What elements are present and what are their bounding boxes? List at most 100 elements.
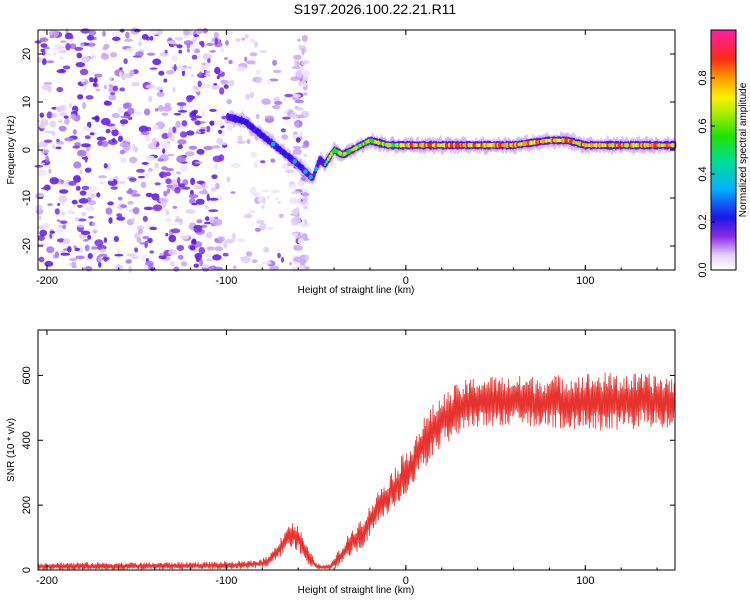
ridge-peak (595, 142, 598, 148)
noise-blob (91, 246, 98, 250)
noise-blob (159, 253, 164, 256)
noise-blob (81, 143, 91, 148)
noise-blob (79, 169, 83, 174)
noise-blob (294, 99, 305, 104)
noise-blob (270, 158, 276, 163)
noise-blob (159, 52, 170, 57)
noise-blob (65, 43, 71, 51)
noise-blob (187, 65, 192, 70)
noise-blob (199, 258, 204, 267)
noise-blob (129, 69, 135, 77)
noise-blob (302, 196, 309, 202)
noise-blob (163, 142, 170, 149)
noise-blob (173, 266, 180, 272)
noise-blob (49, 230, 55, 234)
noise-blob (148, 95, 153, 103)
noise-blob (182, 186, 191, 190)
noise-blob (117, 196, 123, 201)
ridge-blob (238, 117, 243, 123)
noise-blob (172, 43, 178, 46)
noise-blob (175, 120, 181, 128)
noise-blob (217, 236, 225, 243)
noise-blob (96, 192, 101, 198)
noise-blob (165, 218, 173, 223)
noise-blob (211, 145, 221, 149)
noise-blob (108, 178, 114, 182)
noise-blob (201, 264, 210, 268)
noise-blob (131, 82, 140, 87)
noise-blob (84, 155, 88, 163)
noise-blob (204, 73, 212, 77)
noise-blob (34, 165, 44, 168)
noise-blob (43, 81, 53, 85)
noise-blob (291, 190, 301, 195)
noise-blob (138, 41, 143, 47)
noise-blob (225, 39, 229, 46)
noise-blob (301, 175, 307, 181)
noise-blob (91, 221, 96, 227)
noise-blob (98, 261, 102, 268)
noise-blob (209, 108, 217, 112)
noise-blob (266, 195, 270, 200)
noise-blob (82, 125, 90, 132)
noise-blob (221, 79, 226, 85)
noise-blob (206, 125, 211, 133)
noise-blob (129, 156, 138, 164)
noise-blob (167, 153, 175, 157)
noise-blob (77, 94, 84, 100)
noise-blob (119, 142, 130, 148)
noise-blob (111, 125, 117, 131)
noise-blob (214, 37, 218, 45)
noise-blob (206, 42, 214, 46)
noise-blob (272, 69, 282, 74)
noise-blob (197, 80, 202, 88)
noise-blob (118, 135, 123, 142)
noise-blob (146, 224, 153, 228)
noise-blob (282, 116, 291, 120)
snr-y-tick-label: 0 (21, 567, 33, 573)
noise-blob (236, 238, 246, 243)
noise-blob (74, 142, 81, 147)
noise-blob (205, 253, 213, 258)
noise-blob (226, 176, 231, 183)
noise-blob (103, 85, 108, 89)
noise-blob (137, 228, 143, 235)
noise-blob (138, 125, 149, 133)
noise-blob (252, 192, 261, 197)
noise-blob (294, 121, 300, 128)
noise-blob (41, 49, 46, 56)
noise-blob (278, 213, 284, 218)
noise-blob (183, 40, 194, 46)
noise-blob (40, 187, 51, 190)
noise-blob (293, 54, 302, 60)
noise-blob (81, 211, 87, 217)
noise-blob (190, 117, 197, 121)
noise-blob (125, 31, 130, 39)
noise-blob (171, 55, 178, 62)
noise-blob (177, 183, 186, 188)
noise-blob (73, 129, 77, 135)
noise-blob (152, 58, 162, 66)
noise-blob (38, 256, 45, 263)
noise-blob (166, 184, 174, 189)
noise-blob (84, 167, 92, 173)
snr-y-label: SNR (10 * v/v) (6, 418, 17, 482)
noise-blob (277, 252, 281, 259)
noise-blob (159, 140, 164, 148)
noise-blob (40, 119, 49, 126)
noise-blob (59, 112, 67, 117)
snr-x-tick-label: 0 (403, 575, 409, 587)
noise-blob (300, 200, 310, 208)
noise-blob (57, 224, 64, 229)
noise-blob (53, 51, 57, 56)
spectrogram-noise-blobs (34, 27, 310, 273)
ridge-peak (326, 157, 330, 161)
noise-blob (43, 139, 53, 143)
ridge-blob (254, 128, 260, 134)
noise-blob (289, 197, 299, 205)
noise-blob (116, 216, 126, 221)
noise-blob (177, 144, 183, 150)
noise-blob (112, 36, 121, 41)
noise-blob (212, 155, 223, 163)
noise-blob (202, 53, 212, 61)
